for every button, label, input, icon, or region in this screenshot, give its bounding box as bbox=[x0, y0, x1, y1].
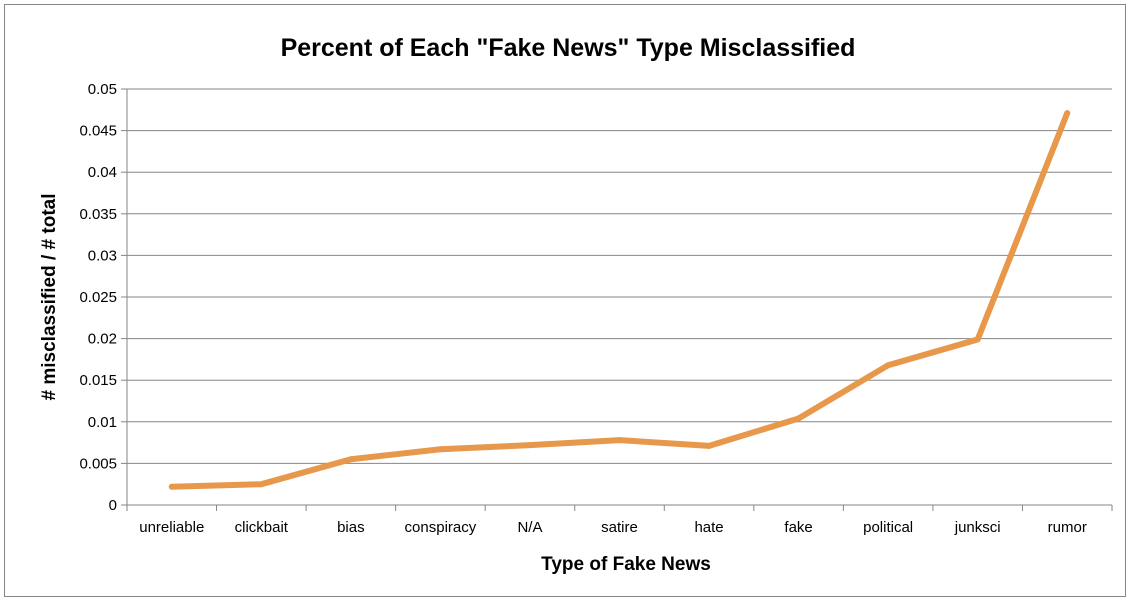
data-point bbox=[1064, 110, 1071, 117]
x-axis-title: Type of Fake News bbox=[541, 554, 711, 575]
x-tick-labels: unreliable clickbait bias conspiracy N/A sati… bbox=[139, 519, 1087, 536]
x-tick-label: clickbait bbox=[235, 519, 289, 536]
data-point bbox=[258, 481, 265, 488]
x-tick-label: unreliable bbox=[139, 519, 204, 536]
data-point bbox=[795, 415, 802, 422]
x-tick-label: fake bbox=[784, 519, 812, 536]
y-tick-label: 0.05 bbox=[88, 81, 117, 98]
y-axis-title: # misclassified / # total bbox=[39, 194, 60, 401]
y-tick-labels: 0 0.005 0.01 0.015 0.02 0.025 0.03 0.035 0.04 0.0… bbox=[79, 81, 117, 514]
x-tick-label: conspiracy bbox=[405, 519, 477, 536]
data-point bbox=[526, 442, 533, 449]
y-tick-label: 0 bbox=[109, 497, 117, 514]
x-tick-label: bias bbox=[337, 519, 365, 536]
x-tick-label: junksci bbox=[954, 519, 1001, 536]
data-point bbox=[616, 437, 623, 444]
axes bbox=[126, 89, 1113, 511]
chart-title: Percent of Each "Fake News" Type Misclas… bbox=[281, 34, 856, 62]
y-tick-label: 0.045 bbox=[79, 123, 117, 140]
series-line bbox=[168, 110, 1071, 490]
y-tick-label: 0.02 bbox=[88, 331, 117, 348]
data-point bbox=[168, 483, 175, 490]
x-tick-label: hate bbox=[694, 519, 723, 536]
y-tick-label: 0.025 bbox=[79, 289, 117, 306]
x-tick-label: rumor bbox=[1048, 519, 1087, 536]
data-point bbox=[974, 336, 981, 343]
data-point bbox=[437, 446, 444, 453]
y-tick-label: 0.015 bbox=[79, 372, 117, 389]
x-tick-label: satire bbox=[601, 519, 638, 536]
data-point bbox=[347, 456, 354, 463]
x-tick-label: N/A bbox=[517, 519, 542, 536]
y-tick-label: 0.03 bbox=[88, 247, 117, 264]
y-tick-label: 0.005 bbox=[79, 455, 117, 472]
x-tick-label: political bbox=[863, 519, 913, 536]
gridlines bbox=[121, 88, 1112, 506]
chart-frame bbox=[4, 4, 1126, 597]
y-tick-label: 0.035 bbox=[79, 206, 117, 223]
data-point bbox=[885, 362, 892, 369]
data-point bbox=[706, 442, 713, 449]
series-group bbox=[168, 110, 1071, 490]
y-tick-label: 0.04 bbox=[88, 164, 117, 181]
y-tick-label: 0.01 bbox=[88, 414, 117, 431]
